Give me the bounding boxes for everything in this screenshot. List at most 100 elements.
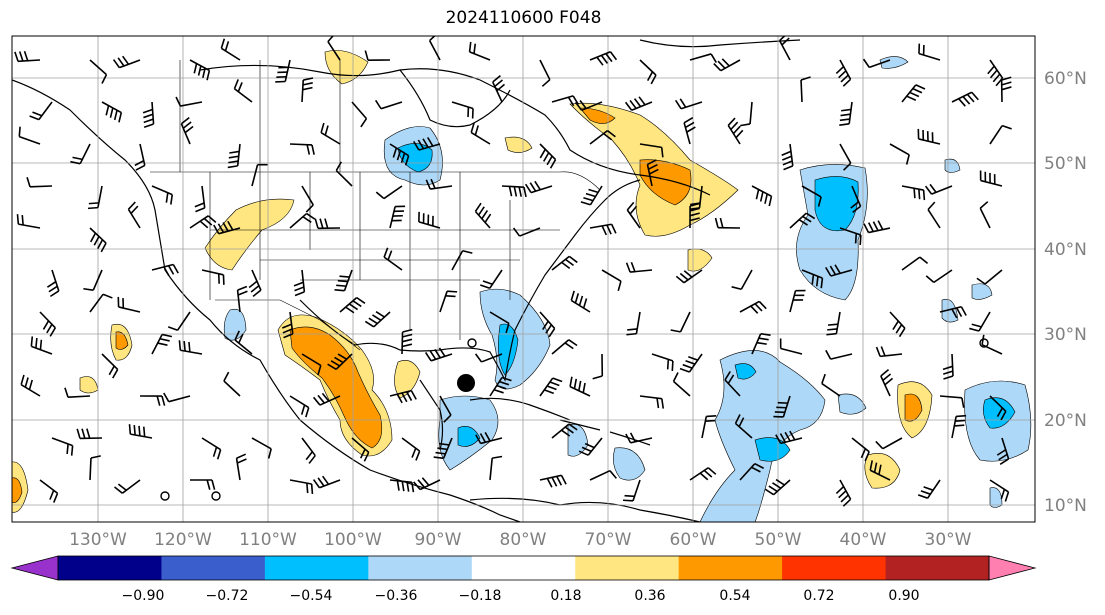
wind-barb-flag xyxy=(20,374,25,385)
wind-barb-staff xyxy=(869,469,891,481)
wind-barb-flag xyxy=(248,280,258,289)
wind-barb-staff xyxy=(235,458,241,481)
wind-barb-flag xyxy=(782,160,793,166)
wind-barb-flag xyxy=(600,54,609,64)
negative-anomaly-region xyxy=(613,447,646,481)
wind-barb-flag xyxy=(838,490,847,499)
south-america-coast xyxy=(469,497,701,522)
wind-barb-flag xyxy=(216,449,222,460)
wind-barb-flag xyxy=(229,150,240,154)
wind-barb-flag xyxy=(674,99,682,110)
wind-barb-flag xyxy=(372,314,382,321)
wind-barb-staff xyxy=(727,124,741,145)
wind-barb-flag xyxy=(427,137,434,147)
negative-anomaly-region xyxy=(944,158,961,173)
wind-barb-flag xyxy=(751,466,761,473)
wind-barb-staff xyxy=(89,457,92,481)
wind-barb-staff xyxy=(519,227,541,237)
wind-barb-staff xyxy=(630,269,653,273)
wind-barb-flag xyxy=(834,264,841,274)
wind-barb-staff xyxy=(351,101,368,120)
wind-barb-flag xyxy=(163,392,170,403)
wind-barb-flag xyxy=(167,265,175,275)
wind-barb-flag xyxy=(237,82,243,92)
wind-barb-flag xyxy=(567,96,575,107)
canada-coastline xyxy=(199,64,711,196)
wind-barb-flag xyxy=(324,125,329,136)
wind-barb-staff xyxy=(839,59,852,80)
wind-barb-staff xyxy=(551,423,570,439)
wind-barb-staff xyxy=(789,212,807,229)
wind-barb-flag xyxy=(666,359,670,370)
wind-barb-flag xyxy=(878,464,882,475)
wind-barb-flag xyxy=(212,446,218,457)
wind-barb-staff xyxy=(39,479,59,494)
wind-barb-flag xyxy=(138,425,141,436)
wind-barb-flag xyxy=(875,440,884,450)
wind-barb-flag xyxy=(438,347,446,357)
wind-barb-flag xyxy=(183,341,186,352)
wind-barb-staff xyxy=(319,479,341,489)
wind-barb-flag xyxy=(840,494,849,503)
wind-barb-staff xyxy=(926,479,941,499)
wind-barb-staff xyxy=(918,52,941,61)
wind-barb-flag xyxy=(479,433,487,443)
wind-barb-flag xyxy=(568,255,578,264)
wind-barb-flag xyxy=(88,202,99,205)
contour-fill-layer xyxy=(12,50,1032,522)
wind-barb-staff xyxy=(151,263,174,271)
wind-barb-staff xyxy=(419,479,441,491)
wind-barb-staff xyxy=(201,185,206,208)
wind-barb-flag xyxy=(312,479,321,489)
wind-barb-flag xyxy=(424,351,432,362)
wind-barb-flag xyxy=(996,407,1004,418)
wind-barb-flag xyxy=(998,453,1008,461)
positive-anomaly-region xyxy=(12,477,23,503)
wind-barb-flag xyxy=(721,58,730,67)
wind-barb-flag xyxy=(195,207,206,213)
wind-barb-flag xyxy=(841,108,852,112)
wind-barb-flag xyxy=(859,234,862,246)
wind-barb-flag xyxy=(197,65,202,76)
wind-barb-flag xyxy=(727,117,736,126)
wind-barb-flag xyxy=(987,65,995,75)
wind-barb-staff xyxy=(301,185,314,206)
wind-barb-flag xyxy=(924,185,933,195)
wind-barb-flag xyxy=(468,41,472,52)
wind-barb-flag xyxy=(699,472,709,481)
wind-barb-flag xyxy=(713,62,722,72)
wind-barb-staff xyxy=(689,53,712,61)
lon-label: 50°W xyxy=(755,530,802,550)
wind-barb-flag xyxy=(496,384,507,390)
wind-barb-flag xyxy=(754,463,765,470)
wind-barb-staff xyxy=(539,59,551,81)
wind-barb-flag xyxy=(573,378,578,389)
wind-barb-flag xyxy=(647,159,657,166)
wind-barb-staff xyxy=(980,179,1003,187)
wind-barb-staff xyxy=(501,185,525,188)
negative-anomaly-region xyxy=(941,298,959,323)
wind-barb-staff xyxy=(51,437,73,447)
colorbar-segment xyxy=(575,556,680,580)
wind-barb-flag xyxy=(649,168,659,175)
wind-barb-flag xyxy=(402,338,413,343)
wind-barb-staff xyxy=(335,169,353,187)
wind-barb-flag xyxy=(97,239,104,249)
wind-barb-flag xyxy=(368,317,378,325)
wind-barb-staff xyxy=(127,208,141,229)
wind-barb-staff xyxy=(581,101,603,112)
wind-barb-staff xyxy=(839,143,852,164)
wind-barb-staff xyxy=(320,132,341,145)
wind-barb-flag xyxy=(180,116,190,125)
wind-barb-flag xyxy=(445,294,456,298)
wind-barb-staff xyxy=(701,416,708,439)
colorbar-segment xyxy=(264,556,369,580)
wind-barb-staff xyxy=(176,311,191,331)
wind-barb-flag xyxy=(480,284,490,290)
wind-barb-staff xyxy=(189,59,210,72)
wind-barb-flag xyxy=(237,290,248,296)
wind-barb-flag xyxy=(134,160,145,167)
wind-barb-flag xyxy=(421,477,430,486)
wind-barb-flag xyxy=(689,202,700,207)
wind-barb-flag xyxy=(995,77,1004,87)
